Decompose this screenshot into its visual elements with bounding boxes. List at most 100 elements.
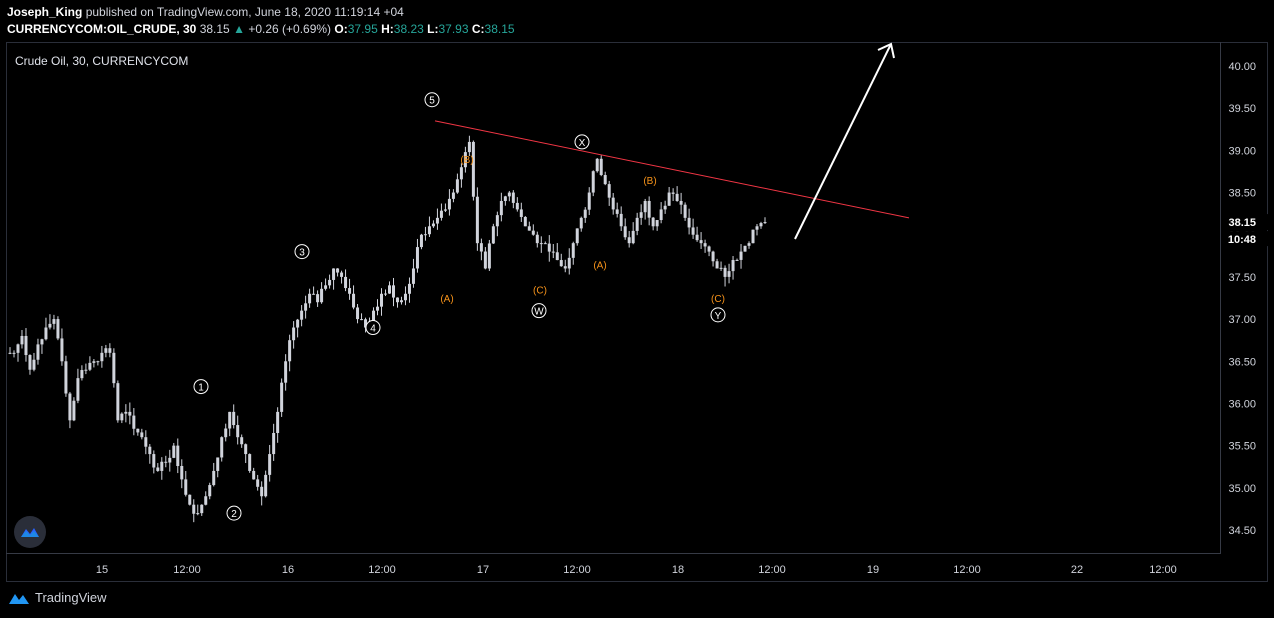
- candle-body: [376, 306, 380, 311]
- candle-body: [220, 437, 224, 458]
- x-tick-label: 18: [672, 564, 684, 576]
- candle-body: [647, 200, 651, 218]
- candle-body: [455, 179, 459, 193]
- y-tick-label: 36.00: [1228, 398, 1256, 410]
- candle-body: [328, 279, 332, 286]
- wave-circle: [193, 379, 209, 395]
- candle-body: [356, 307, 360, 320]
- candle-body: [559, 260, 563, 267]
- symbol-info: CURRENCYCOM:OIL_CRUDE, 30 38.15 ▲ +0.26 …: [7, 22, 515, 36]
- candle-body: [72, 400, 76, 421]
- y-tick-label: 37.00: [1228, 314, 1256, 326]
- close-value: 38.15: [484, 22, 515, 36]
- candle-body: [671, 192, 675, 194]
- wave-label-orange: (A): [593, 260, 606, 271]
- candle-body: [479, 243, 483, 252]
- candle-body: [691, 227, 695, 235]
- candle-body: [635, 217, 639, 231]
- candle-body: [292, 327, 296, 341]
- candle-body: [603, 175, 607, 185]
- x-tick-label: 12:00: [1149, 564, 1177, 576]
- candle-body: [316, 294, 320, 303]
- candle-body: [216, 457, 220, 471]
- publish-text: published on TradingView.com, June 18, 2…: [85, 5, 404, 19]
- candle-body: [747, 243, 751, 246]
- candle-body: [547, 243, 551, 252]
- resistance-trendline: [434, 120, 910, 219]
- candle-body: [240, 437, 244, 445]
- y-tick-label: 39.00: [1228, 145, 1256, 157]
- wave-circle: [365, 320, 381, 336]
- candle-body: [527, 226, 531, 231]
- x-tick-label: 17: [477, 564, 489, 576]
- candle-body: [168, 457, 172, 463]
- candle-body: [44, 327, 48, 340]
- candle-body: [643, 200, 647, 213]
- candle-body: [204, 496, 208, 505]
- y-tick-label: 36.50: [1228, 356, 1256, 368]
- candle-body: [411, 268, 415, 284]
- candle-body: [104, 348, 108, 353]
- candle-body: [24, 335, 28, 356]
- candle-body: [160, 461, 164, 471]
- candle-body: [443, 209, 447, 211]
- candle-body: [112, 352, 116, 384]
- wave-circle: [226, 505, 242, 521]
- candle-body: [336, 268, 340, 273]
- candle-body: [543, 243, 547, 245]
- wave-label: 1: [198, 383, 204, 394]
- candle-body: [172, 445, 176, 458]
- candle-body: [407, 283, 411, 294]
- candle-body: [431, 223, 435, 227]
- candle-body: [68, 393, 72, 421]
- candle-body: [272, 432, 276, 455]
- candle-body: [180, 466, 184, 480]
- candle-body: [391, 285, 395, 298]
- plot-area[interactable]: [6, 42, 1221, 554]
- candle-body: [587, 192, 591, 210]
- wave-label: Y: [715, 311, 722, 322]
- candle-body: [36, 344, 40, 360]
- x-tick-label: 12:00: [173, 564, 201, 576]
- symbol-name: CURRENCYCOM:OIL_CRUDE, 30: [7, 22, 197, 36]
- price-tag-bg: [1222, 214, 1268, 231]
- wave-circle: [424, 92, 440, 108]
- projection-arrow: [794, 43, 892, 240]
- candle-body: [248, 454, 252, 471]
- high-label: H:: [381, 22, 394, 36]
- countdown-bg: [1222, 231, 1268, 247]
- y-tick-label: 39.50: [1228, 103, 1256, 115]
- candle-body: [372, 310, 376, 322]
- candle-body: [723, 267, 727, 277]
- candle-body: [491, 226, 495, 244]
- candle-body: [256, 479, 260, 487]
- candle-body: [563, 266, 567, 269]
- author-name[interactable]: Joseph_King: [7, 5, 83, 19]
- tradingview-logo-icon[interactable]: [14, 516, 46, 548]
- candle-body: [727, 271, 731, 277]
- x-tick-label: 12:00: [953, 564, 981, 576]
- candle-body: [731, 260, 735, 272]
- candle-body: [80, 370, 84, 379]
- candle-body: [48, 323, 52, 328]
- candle-body: [16, 344, 20, 353]
- candle-body: [12, 352, 16, 354]
- candle-body: [695, 234, 699, 241]
- high-value: 38.23: [393, 22, 424, 36]
- candle-body: [507, 192, 511, 197]
- candle-body: [759, 223, 763, 227]
- footer-brand[interactable]: TradingView: [35, 590, 107, 605]
- candle-body: [236, 425, 240, 438]
- candle-body: [523, 216, 527, 227]
- candle-body: [224, 428, 228, 438]
- candle-body: [439, 210, 443, 218]
- wave-label-orange: (C): [711, 294, 725, 305]
- x-tick-label: 22: [1071, 564, 1083, 576]
- candle-body: [675, 193, 679, 201]
- up-arrow-icon: ▲: [233, 22, 245, 36]
- candle-body: [519, 209, 523, 217]
- candle-body: [403, 293, 407, 301]
- y-tick-label: 34.50: [1228, 525, 1256, 537]
- wave-circle: [710, 307, 726, 323]
